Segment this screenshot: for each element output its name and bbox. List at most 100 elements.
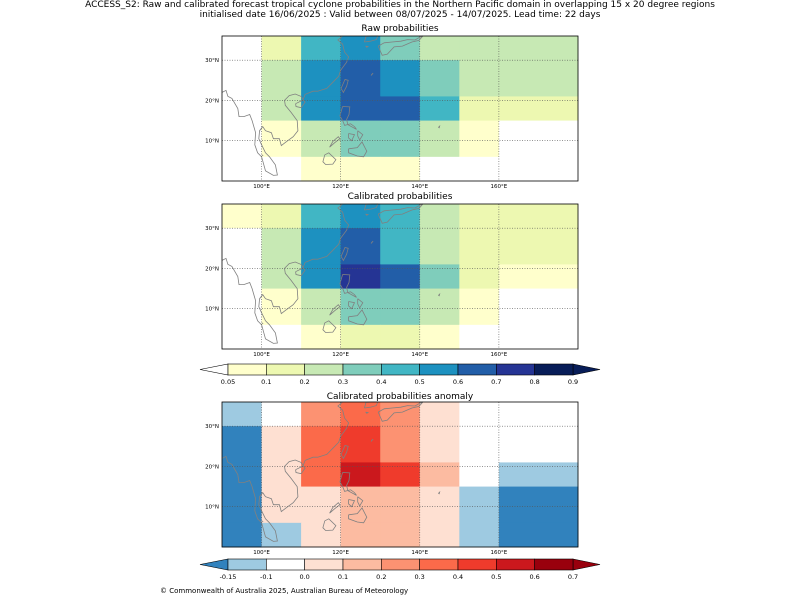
colorbar-swatch — [266, 363, 305, 376]
coastline — [221, 203, 350, 344]
region-cell — [498, 522, 579, 548]
region-cell — [340, 60, 381, 97]
region-cell — [498, 36, 579, 61]
colorbar-tick-label: 0.5 — [414, 378, 424, 386]
longitude-label: 160°E — [491, 184, 508, 190]
region-cell — [261, 60, 302, 97]
region-cell — [222, 486, 262, 524]
colorbar-tick-label: 0.1 — [338, 573, 348, 581]
region-cell — [301, 462, 342, 487]
colorbar-swatch — [381, 363, 420, 376]
panel-title-calibrated: Calibrated probabilities — [347, 192, 453, 202]
colorbar-swatch — [342, 558, 382, 571]
colorbar-swatch — [457, 558, 497, 571]
colorbar-tick-label: 0.1 — [261, 378, 271, 386]
colorbar-tick-label: 0.0 — [299, 573, 309, 581]
coastline — [348, 301, 356, 310]
panel-title-anomaly: Calibrated probabilities anomaly — [326, 392, 474, 402]
gridlines — [222, 36, 578, 181]
region-cell — [419, 156, 460, 182]
region-cell — [498, 96, 579, 121]
coastline — [261, 154, 264, 157]
region-cell — [419, 36, 460, 61]
coastline — [370, 72, 374, 76]
colorbar-swatch — [227, 363, 267, 376]
colorbar-tick-label: 0.9 — [568, 378, 578, 386]
region-cell — [498, 486, 579, 524]
region-cell — [301, 36, 342, 61]
coastline — [261, 520, 264, 523]
region-cell — [261, 228, 302, 265]
region-cell — [419, 426, 460, 463]
longitude-label: 140°E — [411, 550, 428, 556]
colorbar-tick-label: 0.2 — [376, 573, 386, 581]
colorbar-tick-label: -0.1 — [260, 573, 273, 581]
region-cell — [222, 522, 262, 548]
latitude-label: 20°N — [205, 266, 219, 272]
colorbar-tick-label: 0.4 — [376, 378, 386, 386]
map-calibrated-probabilities: 100°E 120°E 140°E 160°E 30°N 20°N 10°N — [205, 203, 579, 358]
region-cell — [459, 462, 500, 487]
longitude-label: 100°E — [253, 184, 270, 190]
region-cell — [222, 402, 262, 427]
region-cell — [222, 60, 262, 97]
probability-colorbar: 0.05 0.1 0.2 0.3 0.4 0.5 0.6 0.7 0.8 0.9 — [199, 363, 601, 386]
region-cell — [222, 462, 262, 487]
region-cell — [419, 462, 460, 487]
coastline — [365, 45, 370, 48]
colorbar-extend-max — [572, 558, 601, 571]
region-cell — [419, 228, 460, 265]
longitude-label: 100°E — [253, 352, 270, 358]
colorbar-swatch — [419, 363, 459, 376]
region-cell — [419, 264, 460, 289]
region-cell — [261, 264, 302, 289]
colorbar-tick-label: 0.2 — [299, 378, 309, 386]
region-cell — [261, 522, 302, 548]
region-cell — [222, 36, 262, 61]
region-cell — [301, 426, 342, 463]
map-raw-probabilities: 100°E 120°E 140°E 160°E 30°N 20°N 10°N — [205, 35, 579, 190]
region-cell — [459, 426, 500, 463]
colorbar-swatch — [419, 558, 459, 571]
region-cell — [459, 60, 500, 97]
colorbar-tick-label: 0.6 — [453, 378, 463, 386]
region-cell — [459, 204, 500, 229]
longitude-label: 160°E — [491, 550, 508, 556]
region-cell — [459, 402, 500, 427]
colorbar-tick-label: 0.6 — [529, 573, 539, 581]
region-cell — [222, 96, 262, 121]
coastline — [370, 240, 374, 244]
region-cell — [498, 204, 579, 229]
region-cell — [261, 324, 302, 350]
region-cell — [498, 60, 579, 97]
region-cell — [498, 156, 579, 182]
region-cell — [261, 462, 302, 487]
latitude-label: 20°N — [205, 464, 219, 470]
colorbar-swatch — [534, 363, 574, 376]
coastline — [365, 411, 370, 414]
region-cell — [419, 402, 460, 427]
coastline — [365, 213, 370, 216]
region-cell — [261, 96, 302, 121]
colorbar-swatch — [496, 558, 535, 571]
longitude-label: 120°E — [332, 550, 349, 556]
region-cell — [222, 156, 262, 182]
region-cell — [419, 324, 460, 350]
region-cell — [261, 36, 302, 61]
coastline — [295, 267, 306, 277]
copyright-notice: © Commonwealth of Australia 2025, Austra… — [160, 587, 409, 595]
region-cell — [301, 324, 342, 350]
region-cell — [380, 324, 421, 350]
region-cell — [222, 228, 262, 265]
region-cell — [380, 120, 421, 158]
coastline — [438, 490, 441, 495]
coastline — [322, 320, 337, 333]
figure-title: ACCESS_S2: Raw and calibrated forecast t… — [0, 0, 800, 20]
region-cell — [380, 486, 421, 524]
colorbar-swatch — [304, 363, 344, 376]
region-cell — [459, 228, 500, 265]
region-cell — [222, 264, 262, 289]
coastline — [221, 35, 350, 176]
coastline — [322, 152, 337, 165]
coastline — [329, 304, 341, 316]
